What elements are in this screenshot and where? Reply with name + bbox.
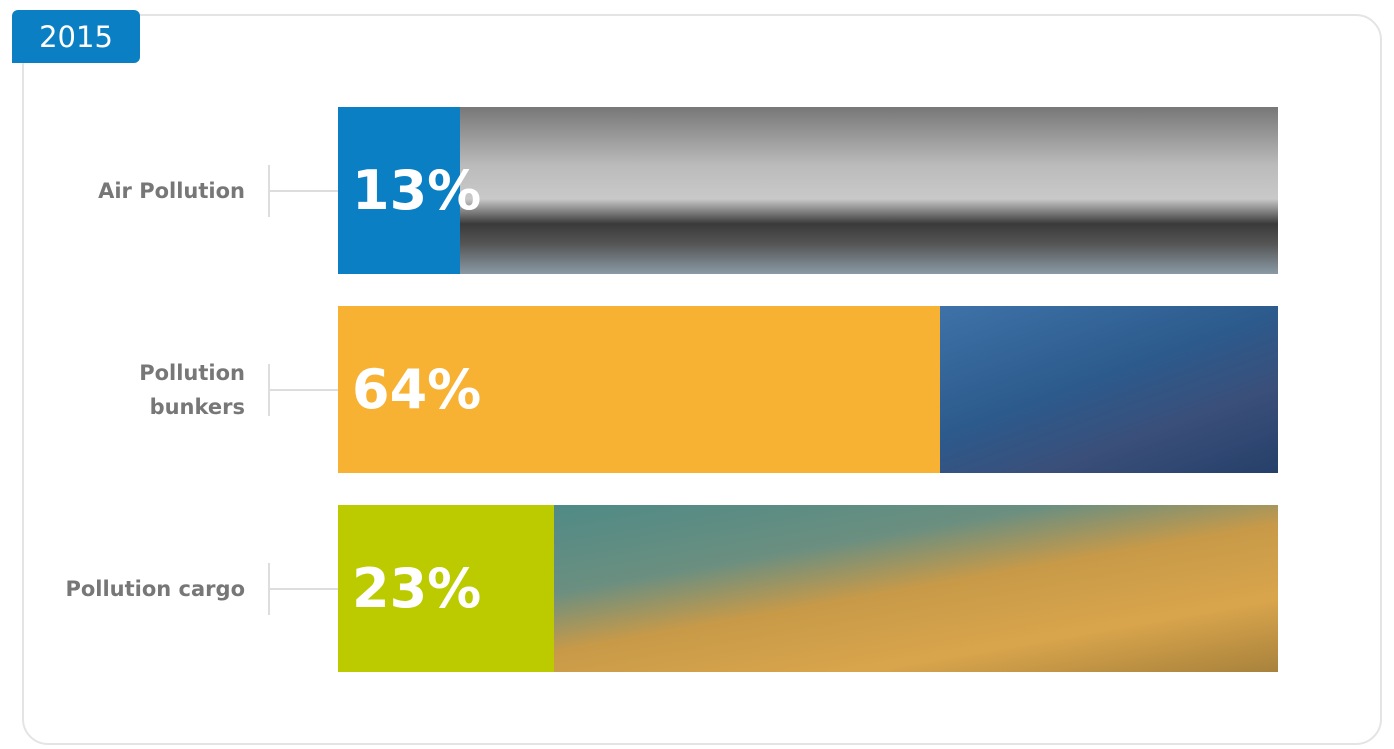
value-label: 13%: [352, 107, 481, 274]
category-label: Air Pollution: [45, 151, 245, 231]
page: {"chart_data": {"type": "bar", "title": …: [0, 0, 1394, 749]
connector: [270, 389, 338, 391]
connector: [270, 588, 338, 590]
value-label: 23%: [352, 505, 481, 672]
photo: [940, 306, 1278, 473]
category-label: Pollution bunkers: [45, 350, 245, 430]
photo: [554, 505, 1278, 672]
value-label: 64%: [352, 306, 481, 473]
connector: [270, 190, 338, 192]
year-badge: 2015: [12, 10, 140, 63]
photo: [460, 107, 1278, 274]
category-label: Pollution cargo: [45, 549, 245, 629]
